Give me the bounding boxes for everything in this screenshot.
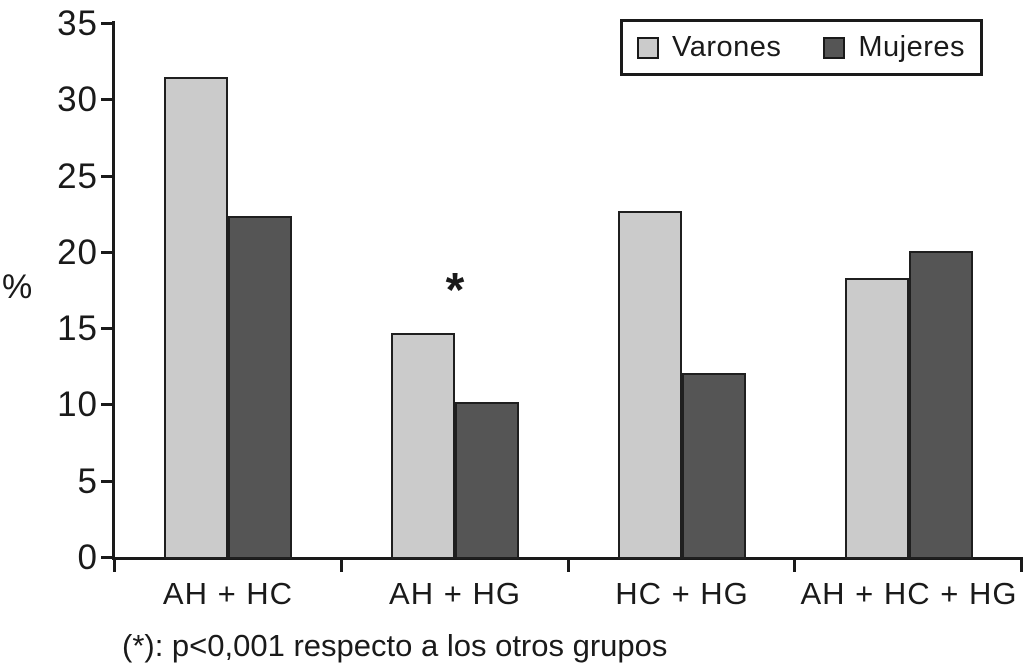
x-tick-1: [340, 557, 343, 572]
y-tick-label-30: 30: [57, 80, 98, 119]
y-tick-25: [101, 175, 115, 178]
bar-varones-2: [618, 211, 682, 559]
y-tick-0: [101, 556, 115, 559]
y-tick-label-5: 5: [77, 462, 98, 501]
x-category-label-3: AH + HC + HG: [800, 576, 1018, 611]
y-tick-5: [101, 480, 115, 483]
y-tick-label-15: 15: [57, 309, 98, 348]
y-tick-10: [101, 403, 115, 406]
y-axis-line: [112, 21, 115, 560]
bar-varones-0: [164, 77, 228, 559]
x-category-label-1: AH + HG: [389, 576, 521, 611]
y-tick-20: [101, 251, 115, 254]
y-tick-15: [101, 327, 115, 330]
bar-mujeres-0: [228, 216, 292, 559]
legend-item-mujeres: Mujeres: [823, 33, 965, 62]
y-tick-label-35: 35: [57, 4, 98, 43]
y-axis-label: %: [2, 268, 33, 306]
x-tick-0: [113, 557, 116, 572]
x-category-label-0: AH + HC: [162, 576, 294, 611]
y-tick-label-10: 10: [57, 385, 98, 424]
footnote: (*): p<0,001 respecto a los otros grupos: [122, 628, 668, 663]
bar-varones-3: [845, 278, 909, 559]
x-tick-4: [1020, 557, 1023, 572]
y-tick-30: [101, 98, 115, 101]
legend-swatch-varones-icon: [637, 36, 659, 59]
bar-mujeres-3: [909, 251, 973, 559]
legend-swatch-mujeres-icon: [823, 36, 846, 59]
y-tick-label-0: 0: [77, 538, 98, 577]
bar-mujeres-2: [682, 373, 746, 559]
y-tick-label-25: 25: [57, 157, 98, 196]
legend: Varones Mujeres: [620, 19, 983, 76]
bar-mujeres-1: [455, 402, 519, 559]
x-tick-3: [793, 557, 796, 572]
legend-label-mujeres: Mujeres: [858, 31, 966, 63]
legend-item-varones: Varones: [637, 33, 781, 62]
y-tick-35: [101, 22, 115, 25]
bar-varones-1: [391, 333, 455, 559]
y-tick-label-20: 20: [57, 233, 98, 272]
legend-label-varones: Varones: [672, 31, 782, 63]
significance-asterisk-0: *: [445, 264, 465, 317]
x-tick-2: [567, 557, 570, 572]
x-category-label-2: HC + HG: [615, 576, 749, 611]
